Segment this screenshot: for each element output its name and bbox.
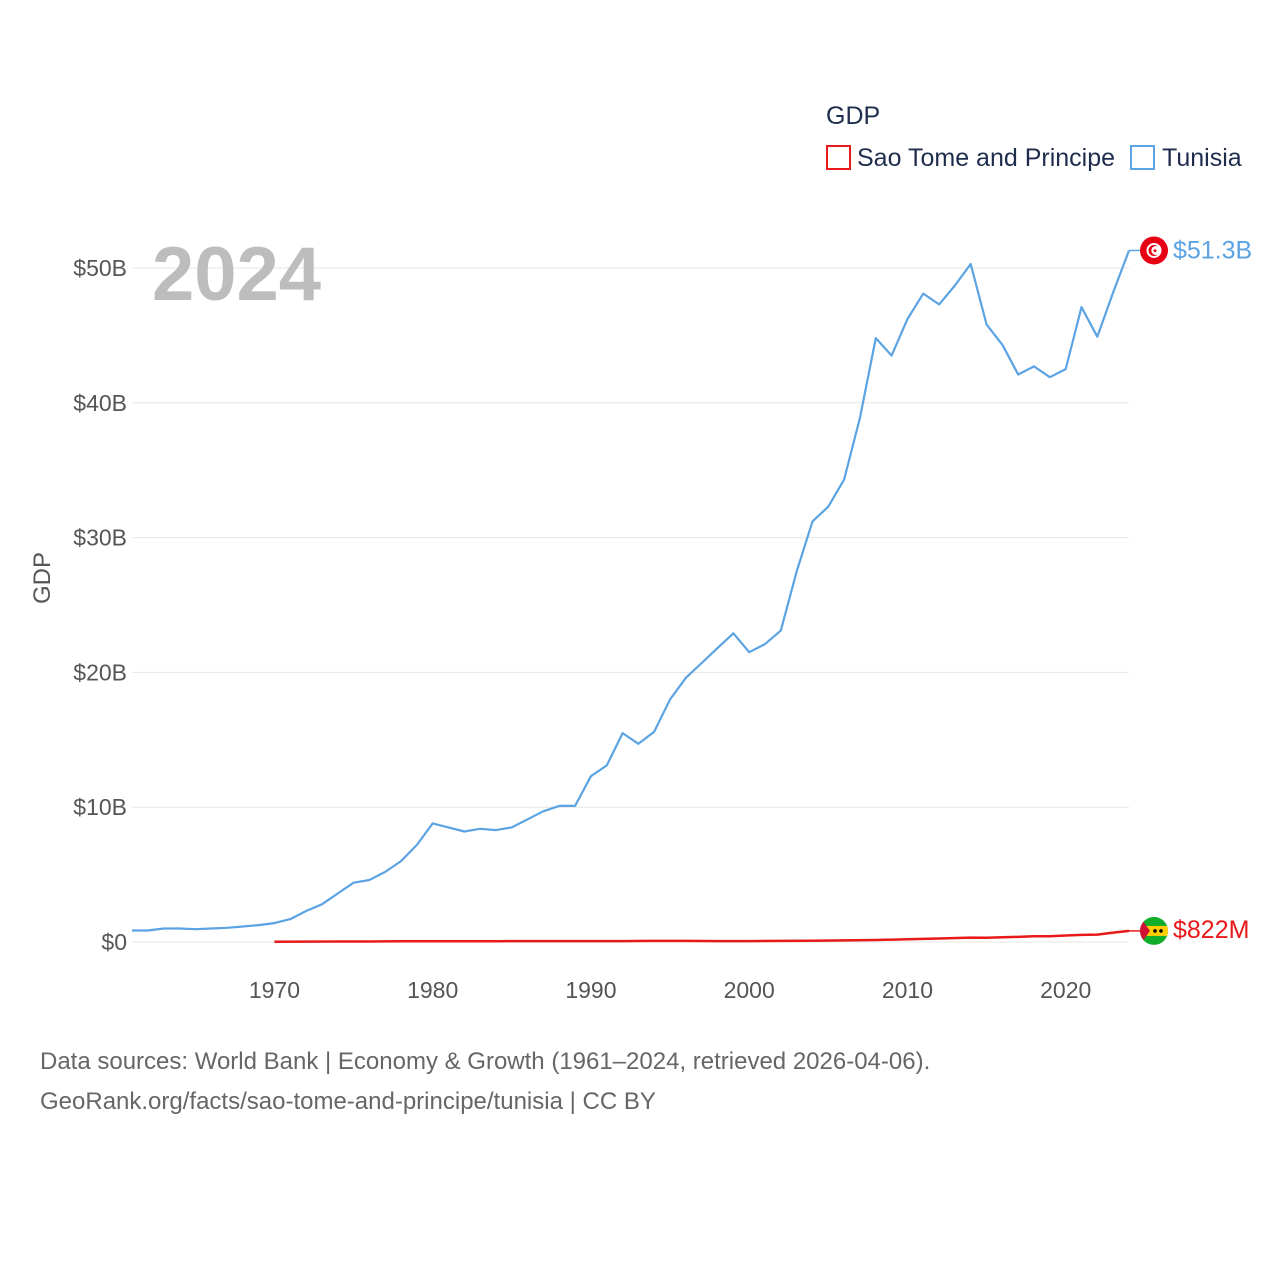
tunisia-end-value: $51.3B [1173,236,1252,264]
x-tick-label: 2000 [724,977,775,1003]
legend-swatch-tunisia [1130,145,1155,170]
y-tick-label: $10B [73,794,127,820]
y-axis-ticks: $0 $10B $20B $30B $40B $50B [73,255,127,955]
series-line-tunisia[interactable] [132,250,1131,932]
x-tick-label: 1990 [565,977,616,1003]
legend-title: GDP [826,102,880,130]
y-tick-label: $20B [73,659,127,685]
legend-swatch-sao-tome [826,145,851,170]
legend-label-sao-tome: Sao Tome and Principe [857,144,1115,172]
end-markers: $51.3B $822M [1129,236,1252,945]
x-axis-ticks: 1970 1980 1990 2000 2010 2020 [249,977,1091,1003]
legend-item-tunisia[interactable]: Tunisia [1130,144,1242,172]
x-tick-label: 2020 [1040,977,1091,1003]
x-tick-label: 2010 [882,977,933,1003]
gridlines [132,267,1129,943]
sao-tome-flag-icon [1140,916,1168,945]
y-axis-title: GDP [29,552,56,604]
series-lines [132,250,1131,943]
y-tick-label: $40B [73,390,127,416]
footer: Data sources: World Bank | Economy & Gro… [40,1042,1240,1122]
y-tick-label: $50B [73,255,127,281]
legend-item-sao-tome[interactable]: Sao Tome and Principe [826,144,1115,172]
tunisia-flag-icon [1140,236,1168,265]
x-tick-label: 1970 [249,977,300,1003]
y-tick-label: $30B [73,525,127,551]
legend-label-tunisia: Tunisia [1162,144,1242,172]
data-sources-text: Data sources: World Bank | Economy & Gro… [40,1048,931,1075]
series-line-sao-tome[interactable] [274,929,1130,943]
year-label: 2024 [152,232,321,317]
y-tick-label: $0 [101,929,127,955]
credit-link-text[interactable]: GeoRank.org/facts/sao-tome-and-principe/… [40,1088,656,1115]
sao-tome-end-value: $822M [1173,916,1249,944]
gdp-line-chart: $0 $10B $20B $30B $40B $50B 1970 1980 1990 2000 2… [29,102,1252,1003]
x-tick-label: 1980 [407,977,458,1003]
legend: GDP Sao Tome and Principe Tunisia [826,102,1242,172]
